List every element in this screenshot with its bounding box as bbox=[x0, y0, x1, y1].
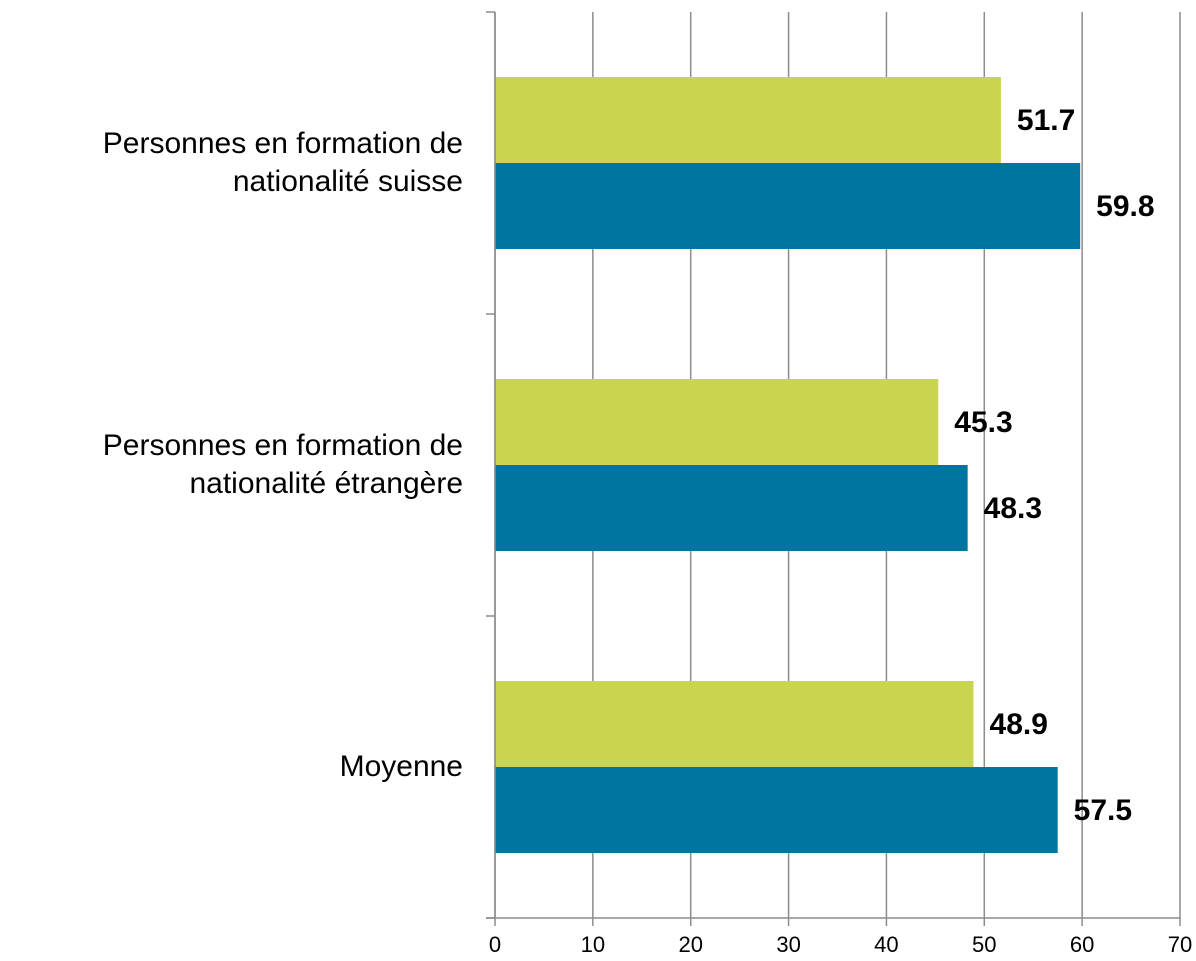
x-tick-label: 70 bbox=[1168, 932, 1192, 957]
bar bbox=[495, 767, 1058, 853]
data-label: 51.7 bbox=[1017, 104, 1075, 137]
data-label: 57.5 bbox=[1074, 794, 1132, 827]
data-label: 59.8 bbox=[1096, 190, 1154, 223]
bar bbox=[495, 77, 1001, 163]
category-label: Moyenne bbox=[339, 750, 463, 783]
data-label: 45.3 bbox=[954, 406, 1012, 439]
data-label: 48.3 bbox=[984, 492, 1042, 525]
x-tick-label: 50 bbox=[972, 932, 996, 957]
category-label: Personnes en formation de nationalité su… bbox=[102, 127, 463, 198]
x-tick-label: 60 bbox=[1070, 932, 1094, 957]
bar bbox=[495, 681, 974, 767]
bar bbox=[495, 465, 968, 551]
x-tick-label: 40 bbox=[874, 932, 898, 957]
x-tick-label: 10 bbox=[581, 932, 605, 957]
x-tick-label: 0 bbox=[489, 932, 501, 957]
bar bbox=[495, 163, 1081, 249]
category-label: Personnes en formation de nationalité ét… bbox=[102, 429, 463, 500]
data-label: 48.9 bbox=[990, 708, 1048, 741]
x-tick-label: 20 bbox=[678, 932, 702, 957]
x-tick-label: 30 bbox=[776, 932, 800, 957]
bar bbox=[495, 379, 939, 465]
